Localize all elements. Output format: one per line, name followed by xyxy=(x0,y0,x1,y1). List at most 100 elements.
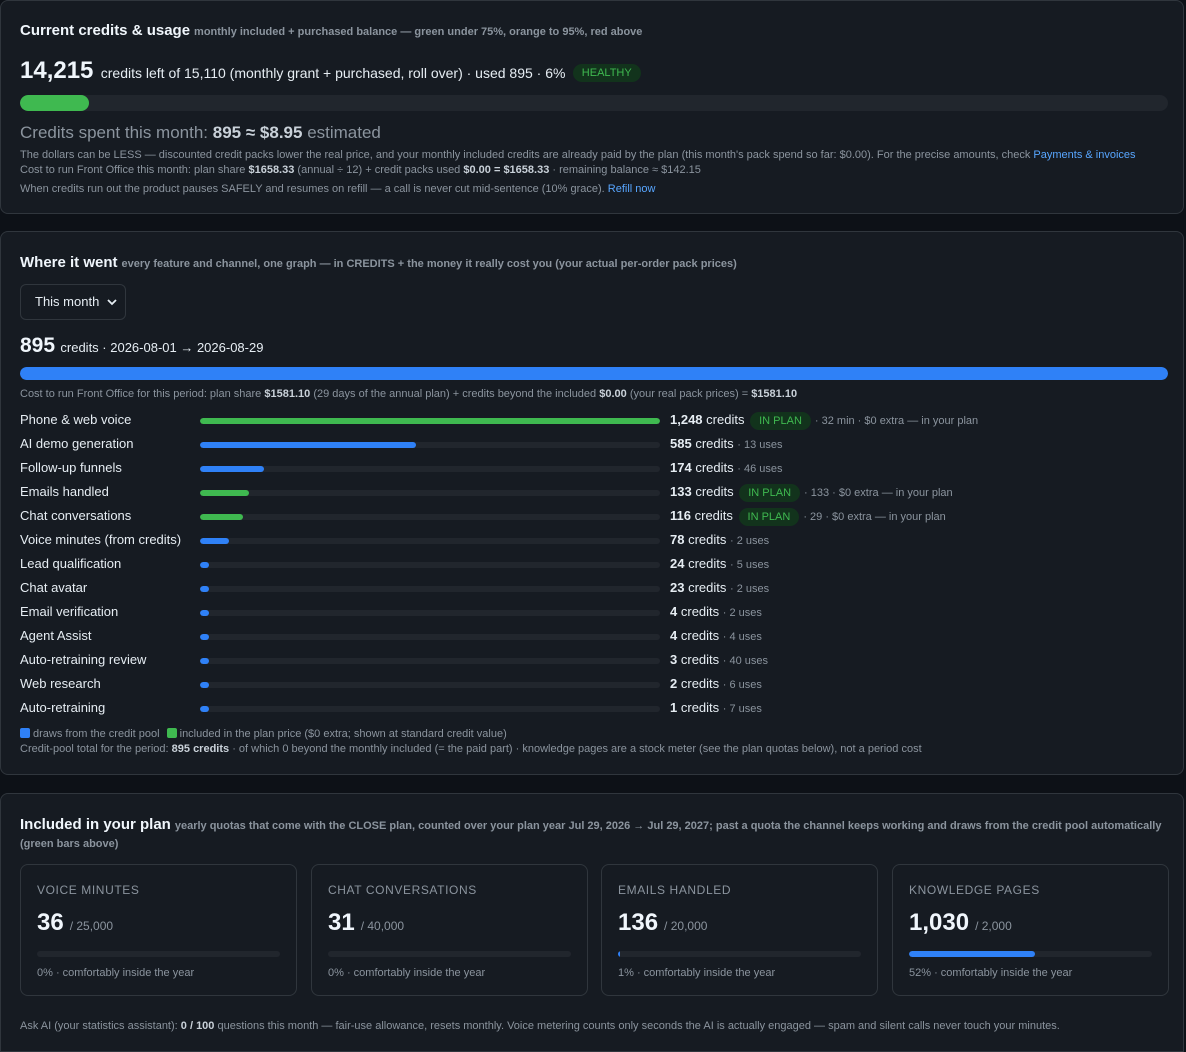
quota-card-value: 1,030 xyxy=(909,909,970,936)
period-total-text: credits · 2026-08-01 → 2026-08-29 xyxy=(60,340,264,355)
usage-row-unit: credits xyxy=(695,436,734,451)
plan-header: Included in your plan yearly quotas that … xyxy=(20,816,1161,833)
usage-row-name: Agent Assist xyxy=(20,628,92,643)
usage-row: AI demo generation 585 credits · 13 uses xyxy=(20,436,1160,460)
period-cost-f: $1581.10 xyxy=(751,388,798,400)
usage-row: Emails handled 133 credits IN PLAN · 133 ·… xyxy=(20,484,1160,508)
cost-note-b: $1658.33 xyxy=(248,164,295,176)
pricing-note: The dollars can be LESS — discounted cre… xyxy=(20,149,1136,161)
cost-note-e: · remaining balance ≈ $142.15 xyxy=(552,164,701,176)
usage-row-value: 2 credits · 6 uses xyxy=(670,676,762,691)
quota-card-quota: / 40,000 xyxy=(360,919,405,933)
spent-label: Credits spent this month: xyxy=(20,123,209,142)
period-cost-a: Cost to run Front Office for this period… xyxy=(20,388,262,400)
spent-value: 895 ≈ $8.95 xyxy=(212,123,303,142)
usage-row-name: Chat conversations xyxy=(20,508,132,523)
usage-row-unit: credits xyxy=(680,676,720,691)
quota-card-value-line: 1,030 / 2,000 xyxy=(909,909,1012,937)
credit-pool-total-note: Credit-pool total for the period: 895 cr… xyxy=(20,743,922,755)
period-cost-c: (29 days of the annual plan) + credits b… xyxy=(313,388,597,400)
usage-row: Voice minutes (from credits) 78 credits ·… xyxy=(20,532,1160,556)
usage-row-bar xyxy=(200,682,210,688)
pricing-note-text: The dollars can be LESS — discounted cre… xyxy=(20,149,1031,161)
quota-card-value-line: 31 / 40,000 xyxy=(328,909,404,937)
quota-card-note: 0% · comfortably inside the year xyxy=(37,967,195,979)
usage-row-name: Phone & web voice xyxy=(20,412,132,427)
usage-row-unit: credits xyxy=(688,532,727,547)
usage-row: Auto-retraining review 3 credits · 40 use… xyxy=(20,652,1160,676)
period-cost-note: Cost to run Front Office for this period… xyxy=(20,388,797,400)
legend-pool-swatch xyxy=(20,728,30,738)
usage-row: Auto-retraining 1 credits · 7 uses xyxy=(20,700,1160,724)
usage-row-name: Emails handled xyxy=(20,484,109,499)
period-select[interactable]: This month xyxy=(20,284,126,320)
quota-card: CHAT CONVERSATIONS 31 / 40,000 0% · comfort… xyxy=(311,864,588,996)
usage-row-meta: · 32 min · $0 extra — in your plan xyxy=(814,415,979,427)
usage-row-bar-track xyxy=(200,586,660,592)
usage-row-credits: 116 xyxy=(670,508,691,523)
usage-row-bar-track xyxy=(200,442,660,448)
usage-row-meta: · 46 uses xyxy=(737,463,783,475)
period-cost-d: $0.00 xyxy=(599,388,627,400)
period-total: 895 credits · 2026-08-01 → 2026-08-29 xyxy=(20,334,263,358)
quota-card-label: EMAILS HANDLED xyxy=(618,883,732,897)
usage-row-unit: credits xyxy=(695,460,734,475)
refill-now-link[interactable]: Refill now xyxy=(607,183,656,195)
usage-row-bar xyxy=(200,466,265,472)
usage-row-unit: credits xyxy=(688,580,727,595)
legend-pool-label: draws from the credit pool xyxy=(33,728,160,740)
usage-row: Chat avatar 23 credits · 2 uses xyxy=(20,580,1160,604)
ask-ai-note: Ask AI (your statistics assistant): 0 / … xyxy=(20,1020,1060,1032)
usage-row-unit: credits xyxy=(706,412,745,427)
period-cost-b: $1581.10 xyxy=(264,388,311,400)
usage-row-meta: · 40 uses xyxy=(722,655,769,667)
usage-row-bar-track xyxy=(200,562,660,568)
credits-left-value: 14,215 xyxy=(20,57,94,84)
usage-row-bar xyxy=(200,514,243,520)
usage-row-name: Voice minutes (from credits) xyxy=(20,532,182,547)
cost-note-c: (annual ÷ 12) + credit packs used xyxy=(297,164,461,176)
quota-card-value-line: 36 / 25,000 xyxy=(37,909,113,937)
quota-card-value: 36 xyxy=(37,909,64,936)
usage-row-meta: · 2 uses xyxy=(722,607,762,619)
pool-total-b: 895 credits xyxy=(171,743,230,755)
usage-row-value: 78 credits · 2 uses xyxy=(670,532,769,547)
usage-row-credits: 2 xyxy=(670,676,678,691)
quota-card: VOICE MINUTES 36 / 25,000 0% · comfortably … xyxy=(20,864,297,996)
usage-row-unit: credits xyxy=(688,556,727,571)
usage-progress-bar xyxy=(20,95,1168,111)
quota-card-label: KNOWLEDGE PAGES xyxy=(909,883,1040,897)
where-header: Where it went every feature and channel, … xyxy=(20,254,737,271)
usage-row-value: 4 credits · 4 uses xyxy=(670,628,762,643)
usage-row-unit: credits xyxy=(694,508,733,523)
panel-title: Where it went xyxy=(20,254,118,271)
usage-row-name: Lead qualification xyxy=(20,556,122,571)
usage-row-name: Email verification xyxy=(20,604,119,619)
usage-row-unit: credits xyxy=(680,604,720,619)
usage-row-value: 4 credits · 2 uses xyxy=(670,604,762,619)
quota-card-bar-track xyxy=(909,951,1152,957)
usage-row-bar-track xyxy=(200,610,660,616)
usage-row: Phone & web voice 1,248 credits IN PLAN · … xyxy=(20,412,1160,436)
payments-invoices-link[interactable]: Payments & invoices xyxy=(1033,149,1136,161)
usage-row-name: Follow-up funnels xyxy=(20,460,122,475)
quota-card-bar-track xyxy=(37,951,280,957)
usage-row-credits: 174 xyxy=(670,460,692,475)
cost-to-run-note: Cost to run Front Office this month: pla… xyxy=(20,164,701,176)
usage-row: Chat conversations 116 credits IN PLAN · 2… xyxy=(20,508,1160,532)
quota-card-quota: / 20,000 xyxy=(664,919,708,933)
pool-total-c: · of which 0 beyond the monthly included… xyxy=(232,743,922,755)
plan-subtitle-2: (green bars above) xyxy=(20,838,119,850)
quota-card-bar-track xyxy=(328,951,571,957)
usage-row-bar xyxy=(200,490,250,496)
usage-row-credits: 24 xyxy=(670,556,685,571)
usage-row-unit: credits xyxy=(680,628,720,643)
usage-row-bar xyxy=(200,658,210,664)
usage-row-meta: · 133 · $0 extra — in your plan xyxy=(804,487,953,499)
usage-row: Email verification 4 credits · 2 uses xyxy=(20,604,1160,628)
usage-row-value: 24 credits · 5 uses xyxy=(670,556,769,571)
period-total-value: 895 xyxy=(20,334,56,357)
usage-row-value: 116 credits IN PLAN · 29 · $0 extra — in … xyxy=(670,508,946,526)
usage-row-bar xyxy=(200,538,229,544)
usage-row-bar xyxy=(200,562,210,568)
